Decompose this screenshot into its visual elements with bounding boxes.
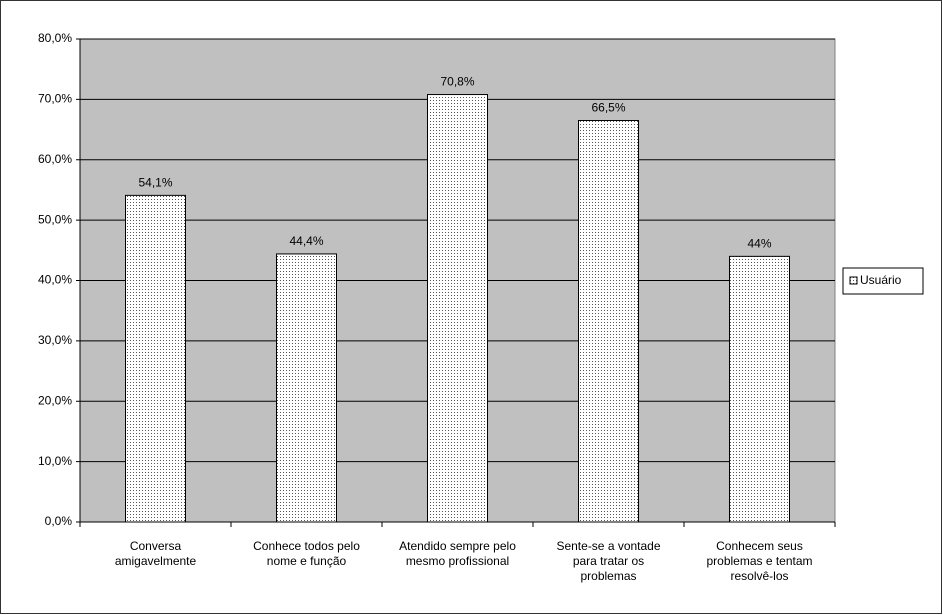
x-tick-label: Conhecem seus problemas e tentam resolvê…	[706, 539, 813, 583]
bar	[276, 253, 337, 523]
y-tick-label: 80,0%	[38, 31, 72, 45]
bar	[729, 255, 790, 523]
x-tick-label: Conhece todos pelo nome e função	[253, 539, 360, 568]
y-tick-label: 0,0%	[45, 514, 73, 528]
data-label: 44%	[747, 237, 771, 251]
x-tick-label: Sente-se a vontade para tratar os proble…	[556, 539, 661, 583]
x-tick-label: Atendido sempre pelo mesmo profissional	[399, 539, 516, 568]
legend-box	[842, 267, 924, 295]
y-tick-label: 20,0%	[38, 393, 72, 407]
bar	[125, 194, 186, 523]
data-label: 66,5%	[591, 101, 625, 115]
legend-swatch	[849, 276, 858, 285]
x-tick-label: Conversa amigavelmente	[114, 539, 197, 568]
y-tick-label: 50,0%	[38, 212, 72, 226]
y-tick-label: 40,0%	[38, 273, 72, 287]
y-tick-label: 10,0%	[38, 454, 72, 468]
y-tick-label: 70,0%	[38, 92, 72, 106]
bar	[427, 94, 488, 523]
y-tick-label: 60,0%	[38, 152, 72, 166]
y-tick-label: 30,0%	[38, 333, 72, 347]
data-label: 54,1%	[138, 176, 172, 190]
data-label: 44,4%	[289, 234, 323, 248]
legend-label: Usuário	[860, 273, 902, 287]
data-label: 70,8%	[440, 75, 474, 89]
bar	[578, 120, 639, 523]
